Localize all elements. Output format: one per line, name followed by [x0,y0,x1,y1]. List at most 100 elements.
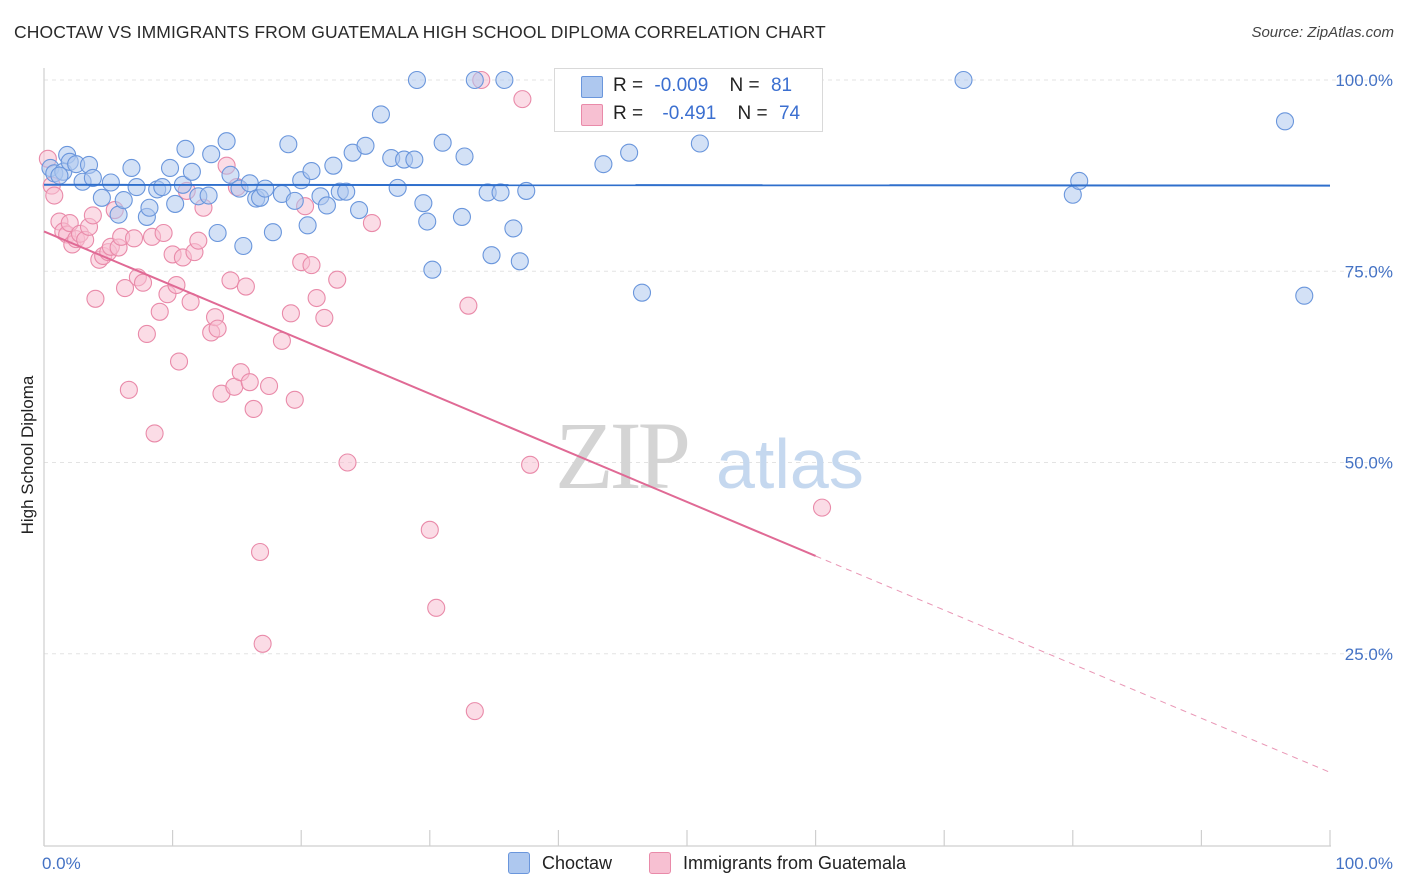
choctaw-point [240,174,259,193]
stats-n-guatemala: 74 [778,103,801,124]
legend-label-choctaw: Choctaw [542,852,613,873]
guatemala-point [83,206,102,225]
guatemala-point [124,229,144,248]
watermark: ZIP atlas [555,402,864,509]
points-guatemala [38,70,832,721]
choctaw-point [160,158,180,178]
choctaw-point [92,188,111,207]
guatemala-point [362,214,381,233]
choctaw-point [122,158,141,178]
stats-n-label: N = [737,103,768,124]
choctaw-point [371,105,390,124]
guatemala-point [115,279,135,298]
guatemala-point [250,542,270,562]
y-axis-label: High School Diploma [18,375,37,535]
choctaw-trend-line [43,183,1331,187]
choctaw-point [153,178,172,197]
choctaw-point [199,186,218,205]
choctaw-point [263,223,282,242]
choctaw-point [405,150,424,169]
legend-item-guatemala[interactable]: Immigrants from Guatemala [649,852,906,874]
choctaw-point [1295,286,1314,305]
choctaw-point [954,70,973,90]
choctaw-point [256,179,275,198]
choctaw-point [337,182,356,201]
choctaw-point [182,162,201,181]
guatemala-point [328,270,347,289]
guatemala-point [137,324,156,344]
guatemala-point [236,277,255,296]
choctaw-point [234,236,253,256]
guatemala-point [459,296,478,315]
guatemala-point [302,256,321,275]
choctaw-point [388,178,407,197]
choctaw-point [1275,112,1295,131]
trend-lines [43,183,1331,773]
choctaw-point [620,143,639,162]
guatemala-point [240,373,259,392]
choctaw-point [302,161,321,181]
choctaw-point [495,70,514,90]
choctaw-point [504,219,523,238]
guatemala-point [154,223,173,243]
guatemala-point [281,304,300,323]
choctaw-point [452,207,472,226]
guatemala-point [150,302,169,321]
guatemala-point [427,598,446,617]
choctaw-point [202,145,221,164]
guatemala-point [133,273,153,292]
stats-n-choctaw: 81 [770,75,793,96]
choctaw-point [324,156,343,175]
source-label: Source: ZipAtlas.com [1251,24,1394,41]
watermark-atlas: atlas [716,425,864,503]
guatemala-point [465,702,484,721]
guatemala-point [285,390,304,409]
guatemala-point [119,380,138,399]
stats-r-label: R = [613,75,644,96]
choctaw-point [690,134,709,153]
guatemala-trend-line [43,230,816,557]
choctaw-point [208,223,227,243]
guatemala-point [145,424,164,443]
y-tick-label: 75.0% [1345,262,1393,281]
stats-r-label: R = [613,103,644,124]
guatemala-point [513,90,532,109]
stats-r-choctaw: -0.009 [654,75,709,96]
legend-swatch-choctaw [508,852,530,874]
y-tick-label: 50.0% [1345,454,1393,473]
choctaw-point [101,173,120,192]
choctaw-point [356,136,375,155]
stats-box: R = -0.009 N = 81 R = -0.491 N = 74 [554,68,823,132]
choctaw-point [465,70,484,90]
stats-r-guatemala: -0.491 [662,103,717,124]
guatemala-point [420,520,439,539]
guatemala-point [307,288,326,308]
choctaw-point [414,194,433,213]
y-tick-label: 100.0% [1335,71,1393,90]
x-tick-label: 0.0% [42,854,81,873]
choctaw-point [491,183,510,202]
choctaw-point [350,201,369,220]
stats-n-label: N = [729,75,760,96]
choctaw-point [166,194,185,213]
guatemala-point [521,455,540,474]
choctaw-point [285,191,304,210]
tick-labels: 25.0% 50.0% 75.0% 100.0% 0.0% 100.0% [42,71,1393,873]
choctaw-point [298,216,317,235]
legend-swatch-guatemala [649,852,671,874]
axes [43,68,1331,847]
choctaw-point [433,133,452,152]
guatemala-point [208,319,227,338]
legend-item-choctaw[interactable]: Choctaw [508,852,612,874]
y-tick-label: 25.0% [1345,645,1393,664]
choctaw-point [176,139,195,158]
choctaw-point [510,252,529,271]
chart-title: CHOCTAW VS IMMIGRANTS FROM GUATEMALA HIG… [14,22,826,42]
choctaw-point [83,168,102,187]
choctaw-point [140,198,159,217]
choctaw-point [632,283,652,302]
guatemala-trend-line-dashed [815,555,1331,773]
choctaw-point [1070,171,1089,191]
choctaw-point [418,212,437,231]
